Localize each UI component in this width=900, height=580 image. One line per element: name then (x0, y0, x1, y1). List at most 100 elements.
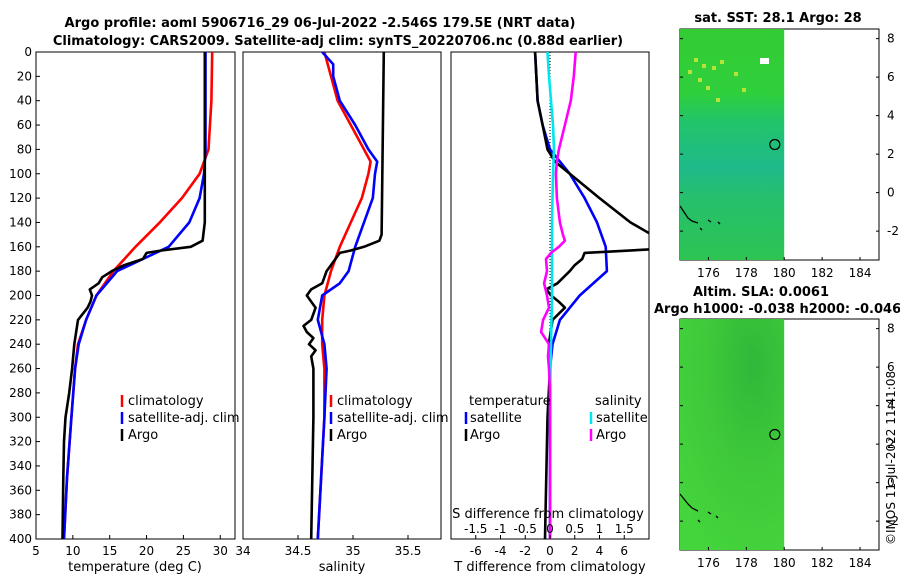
depth-tick-label: 240 (9, 337, 32, 351)
x-tick-label: 5 (32, 544, 40, 558)
depth-tick-labels: 0 20 40 60 80 100 120 140 160 180 200 220 240 260 280 3… (9, 45, 40, 546)
series-line-s-argo (539, 52, 577, 539)
depth-tick-label: 320 (9, 435, 32, 449)
x-tick-label: -6 (470, 544, 482, 558)
lat-tick-label: 2 (887, 437, 895, 451)
lon-tick-label: 180 (773, 556, 796, 570)
sla-lon-tick-labels: 176 178 180 182 184 (697, 547, 872, 570)
lat-tick-label: -2 (887, 224, 899, 238)
depth-tick-label: 220 (9, 313, 32, 327)
s-difference-axis-label: S difference from climatology (452, 507, 644, 522)
depth-tick-label: 300 (9, 410, 32, 424)
depth-tick-label: 360 (9, 483, 32, 497)
lon-tick-label: 182 (811, 266, 834, 280)
depth-tick-label: 140 (9, 215, 32, 229)
temperature-series-lines (61, 52, 214, 539)
temperature-tick-labels: 5 10 15 20 25 30 (32, 535, 228, 558)
x-tick-label: -4 (495, 544, 507, 558)
depth-tick-label: 60 (17, 118, 32, 132)
legend-climatology-label: climatology (337, 394, 413, 409)
x-tick-label: 10 (65, 544, 80, 558)
sst-map-title: sat. SST: 28.1 Argo: 28 (694, 11, 861, 26)
salinity-tick-labels: 34 34.5 35 35.5 (235, 535, 421, 558)
sla-lat-tick-labels: -2 0 2 4 6 8 (680, 322, 899, 528)
sst-argo-marker (769, 138, 781, 151)
salinity-axis-label: salinity (319, 560, 366, 575)
x-tick-label: 34.5 (285, 544, 312, 558)
copyright-stamp: ©IMOS 11-Jul-2022 11:41:08 (884, 371, 898, 545)
x-tick-label: 35.5 (395, 544, 422, 558)
lat-tick-label: 6 (887, 360, 895, 374)
legend-t-satellite-label: satellite (470, 411, 522, 426)
legend-salinity-header: salinity (595, 394, 642, 409)
s-tick-label: -1 (495, 522, 507, 536)
lat-tick-label: 4 (887, 109, 895, 123)
legend-argo-label: Argo (337, 428, 367, 443)
depth-tick-label: 380 (9, 508, 32, 522)
sst-missing-patch (760, 58, 769, 64)
lon-tick-label: 176 (697, 266, 720, 280)
sst-map-panel: sat. SST: 28.1 Argo: 28 176 178 180 182 184 … (679, 11, 899, 280)
salinity-legend: climatology satellite-adj. clim Argo (329, 394, 449, 443)
figure-title-line1: Argo profile: aoml 5906716_29 06-Jul-202… (65, 16, 576, 31)
t-difference-axis-label: T difference from climatology (453, 560, 646, 575)
legend-climatology-label: climatology (128, 394, 204, 409)
lat-tick-label: 2 (887, 147, 895, 161)
depth-tick-label: 0 (24, 45, 32, 59)
lat-tick-label: 6 (887, 70, 895, 84)
series-line-climatology (316, 52, 372, 539)
s-tick-label: -0.5 (514, 522, 537, 536)
legend-t-argo-label: Argo (470, 428, 500, 443)
t-difference-tick-labels: -6 -4 -2 0 2 4 6 (470, 535, 628, 558)
temperature-panel: 0 20 40 60 80 100 120 140 160 180 200 220 240 260 280 3… (9, 45, 240, 575)
sla-map-title: Altim. SLA: 0.0061 (693, 285, 829, 300)
sst-lat-tick-labels: -2 0 2 4 6 8 (680, 32, 899, 238)
lon-tick-label: 182 (811, 556, 834, 570)
legend-argo-label: Argo (128, 428, 158, 443)
lon-tick-label: 176 (697, 556, 720, 570)
figure-title-line2: Climatology: CARS2009. Satellite-adj cli… (53, 34, 623, 49)
depth-tick-label: 280 (9, 386, 32, 400)
temperature-axis-label: temperature (deg C) (68, 560, 202, 575)
series-line-argo (61, 52, 207, 539)
depth-tick-label: 100 (9, 167, 32, 181)
x-tick-label: 15 (102, 544, 117, 558)
temperature-legend: climatology satellite-adj. clim Argo (120, 394, 240, 443)
x-tick-label: 34 (235, 544, 250, 558)
depth-tick-label: 160 (9, 240, 32, 254)
legend-s-satellite-label: satellite (596, 411, 648, 426)
x-tick-label: -2 (519, 544, 531, 558)
legend-satellite-label: satellite-adj. clim (128, 411, 240, 426)
x-tick-label: 25 (176, 544, 191, 558)
depth-tick-label: 340 (9, 459, 32, 473)
lon-tick-label: 184 (849, 556, 872, 570)
s-tick-label: 0 (546, 522, 554, 536)
depth-tick-label: 120 (9, 191, 32, 205)
s-tick-label: 0.5 (565, 522, 584, 536)
depth-tick-label: 260 (9, 362, 32, 376)
coastline-dots (679, 493, 719, 523)
x-tick-label: 6 (620, 544, 628, 558)
legend-satellite-label: satellite-adj. clim (337, 411, 449, 426)
lon-tick-label: 178 (735, 556, 758, 570)
difference-series-lines (533, 52, 649, 539)
x-tick-label: 35 (345, 544, 360, 558)
series-line-argo (302, 52, 386, 539)
salinity-series-lines (302, 52, 386, 539)
difference-legend: temperature salinity satellite Argo sate… (464, 394, 648, 443)
lat-tick-label: 8 (887, 322, 895, 336)
sst-lon-tick-labels: 176 178 180 182 184 (697, 257, 872, 280)
s-tick-label: 1.5 (615, 522, 634, 536)
difference-panel: -6 -4 -2 0 2 4 6 -1.5 -1 -0.5 0 0.5 1 1.5 S differen… (450, 51, 650, 575)
x-tick-label: 4 (596, 544, 604, 558)
sst-field (680, 29, 785, 260)
x-tick-label: 2 (571, 544, 579, 558)
x-tick-label: 20 (139, 544, 154, 558)
lat-tick-label: 4 (887, 399, 895, 413)
sla-field (680, 319, 785, 550)
x-tick-label: 0 (546, 544, 554, 558)
depth-tick-label: 400 (9, 532, 32, 546)
x-tick-label: 30 (213, 544, 228, 558)
legend-temperature-header: temperature (469, 394, 551, 409)
